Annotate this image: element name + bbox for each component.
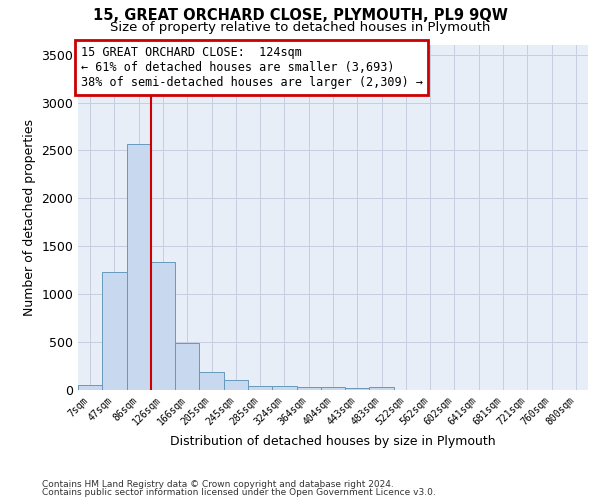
Bar — [224, 380, 248, 390]
Text: 15 GREAT ORCHARD CLOSE:  124sqm
← 61% of detached houses are smaller (3,693)
38%: 15 GREAT ORCHARD CLOSE: 124sqm ← 61% of … — [80, 46, 422, 88]
Text: Contains HM Land Registry data © Crown copyright and database right 2024.: Contains HM Land Registry data © Crown c… — [42, 480, 394, 489]
Bar — [248, 386, 272, 390]
Bar — [102, 272, 127, 390]
X-axis label: Distribution of detached houses by size in Plymouth: Distribution of detached houses by size … — [170, 435, 496, 448]
Bar — [321, 387, 345, 390]
Text: Size of property relative to detached houses in Plymouth: Size of property relative to detached ho… — [110, 21, 490, 34]
Bar — [199, 372, 224, 390]
Y-axis label: Number of detached properties: Number of detached properties — [23, 119, 36, 316]
Bar — [345, 388, 370, 390]
Bar — [175, 343, 199, 390]
Bar — [78, 384, 102, 390]
Bar — [151, 262, 175, 390]
Text: Contains public sector information licensed under the Open Government Licence v3: Contains public sector information licen… — [42, 488, 436, 497]
Bar — [370, 387, 394, 390]
Text: 15, GREAT ORCHARD CLOSE, PLYMOUTH, PL9 9QW: 15, GREAT ORCHARD CLOSE, PLYMOUTH, PL9 9… — [92, 8, 508, 22]
Bar — [296, 386, 321, 390]
Bar — [127, 144, 151, 390]
Bar — [272, 386, 296, 390]
